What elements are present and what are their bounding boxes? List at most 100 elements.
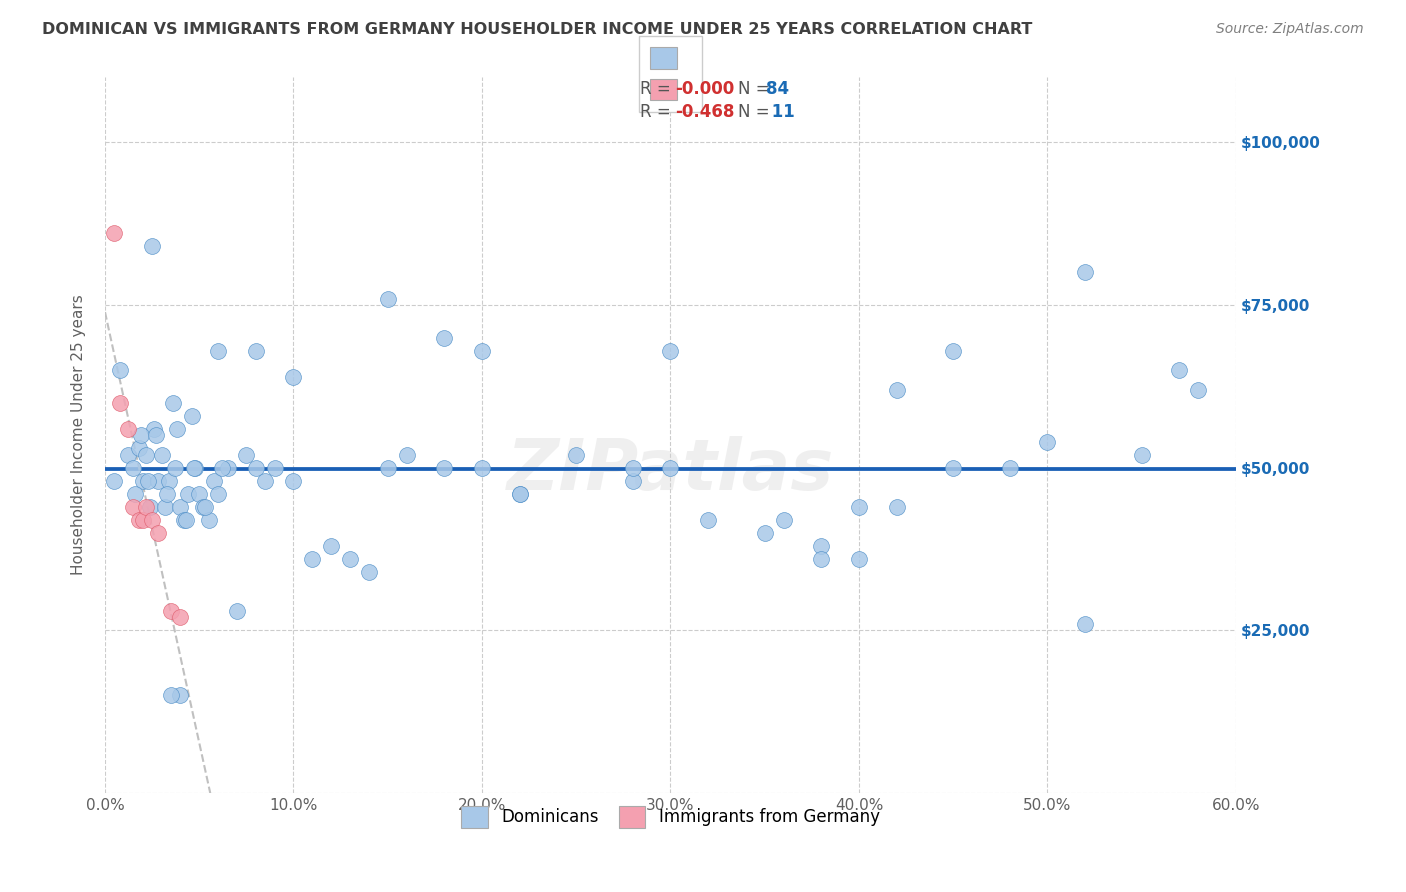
Point: [245, 343, 267, 358]
Point: [321, 539, 343, 553]
Point: [621, 474, 644, 488]
Point: [197, 512, 219, 526]
Point: [565, 448, 588, 462]
Point: [128, 441, 150, 455]
Point: [886, 500, 908, 514]
Point: [810, 551, 832, 566]
Point: [1036, 434, 1059, 449]
Point: [509, 486, 531, 500]
Point: [211, 460, 233, 475]
Point: [166, 421, 188, 435]
Point: [188, 486, 211, 500]
Legend: Dominicans, Immigrants from Germany: Dominicans, Immigrants from Germany: [454, 799, 886, 834]
Point: [135, 500, 157, 514]
Point: [103, 474, 125, 488]
Point: [141, 512, 163, 526]
Point: [202, 474, 225, 488]
Point: [163, 460, 186, 475]
Point: [1074, 265, 1097, 279]
Point: [433, 330, 456, 344]
Point: [283, 474, 305, 488]
Point: [117, 448, 139, 462]
Point: [177, 486, 200, 500]
Point: [108, 395, 131, 409]
Point: [659, 343, 682, 358]
Point: [162, 395, 184, 409]
Point: [124, 486, 146, 500]
Point: [169, 500, 191, 514]
Point: [848, 551, 870, 566]
Point: [108, 363, 131, 377]
Point: [471, 343, 494, 358]
Point: [155, 500, 177, 514]
Point: [150, 448, 173, 462]
Y-axis label: Householder Income Under 25 years: Householder Income Under 25 years: [72, 294, 86, 575]
Text: R =: R =: [640, 80, 676, 98]
Point: [145, 428, 167, 442]
Point: [263, 460, 285, 475]
Point: [235, 448, 257, 462]
Point: [184, 460, 207, 475]
Point: [509, 486, 531, 500]
Point: [301, 551, 323, 566]
Point: [146, 474, 169, 488]
Point: [194, 500, 217, 514]
Point: [135, 448, 157, 462]
Text: N =: N =: [738, 103, 775, 120]
Point: [146, 525, 169, 540]
Point: [103, 227, 125, 241]
Point: [217, 460, 239, 475]
Point: [141, 239, 163, 253]
Point: [697, 512, 720, 526]
Point: [156, 486, 179, 500]
Text: R =: R =: [640, 103, 676, 120]
Point: [772, 512, 794, 526]
Text: DOMINICAN VS IMMIGRANTS FROM GERMANY HOUSEHOLDER INCOME UNDER 25 YEARS CORRELATI: DOMINICAN VS IMMIGRANTS FROM GERMANY HOU…: [42, 22, 1032, 37]
Text: ZIPatlas: ZIPatlas: [506, 436, 834, 505]
Point: [139, 500, 162, 514]
Point: [129, 428, 152, 442]
Text: Source: ZipAtlas.com: Source: ZipAtlas.com: [1216, 22, 1364, 37]
Point: [169, 610, 191, 624]
Point: [131, 474, 153, 488]
Point: [810, 539, 832, 553]
Point: [1074, 616, 1097, 631]
Point: [754, 525, 776, 540]
Point: [157, 474, 180, 488]
Text: 11: 11: [766, 103, 794, 120]
Point: [122, 500, 145, 514]
Point: [998, 460, 1021, 475]
Point: [160, 688, 183, 702]
Point: [433, 460, 456, 475]
Point: [207, 486, 229, 500]
Point: [471, 460, 494, 475]
Point: [283, 369, 305, 384]
Point: [191, 500, 214, 514]
Point: [942, 460, 965, 475]
Point: [245, 460, 267, 475]
Point: [339, 551, 361, 566]
Point: [160, 604, 183, 618]
Point: [143, 421, 166, 435]
Point: [886, 383, 908, 397]
Point: [1187, 383, 1209, 397]
Point: [117, 421, 139, 435]
Point: [395, 448, 418, 462]
Point: [180, 409, 202, 423]
Point: [128, 512, 150, 526]
Point: [377, 292, 399, 306]
Text: -0.468: -0.468: [675, 103, 734, 120]
Point: [1130, 448, 1153, 462]
Point: [254, 474, 277, 488]
Point: [183, 460, 205, 475]
Point: [174, 512, 197, 526]
Point: [357, 565, 380, 579]
Point: [1168, 363, 1191, 377]
Point: [942, 343, 965, 358]
Point: [659, 460, 682, 475]
Point: [848, 500, 870, 514]
Point: [207, 343, 229, 358]
Point: [621, 460, 644, 475]
Point: [169, 688, 191, 702]
Point: [226, 604, 249, 618]
